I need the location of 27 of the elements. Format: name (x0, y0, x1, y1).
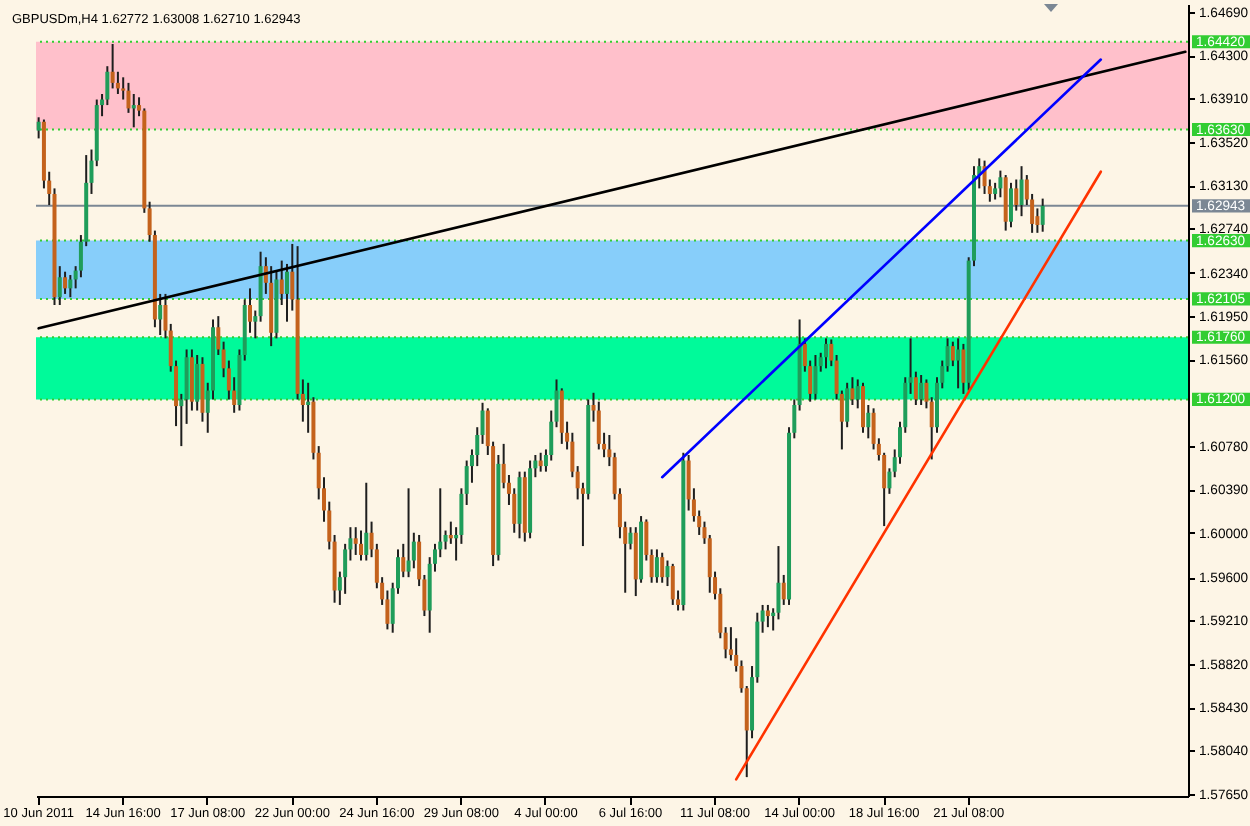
candlestick (961, 342, 966, 395)
candlestick (1040, 197, 1045, 233)
candlestick (813, 354, 818, 401)
candlestick (670, 562, 675, 606)
candlestick (596, 400, 601, 451)
candlestick (364, 481, 369, 562)
candlestick (1019, 165, 1024, 218)
candlestick (919, 374, 924, 406)
candlestick (517, 470, 522, 540)
candlestick (131, 92, 136, 129)
candlestick (998, 169, 1003, 199)
candlestick (824, 337, 829, 370)
candlestick (110, 42, 115, 90)
candlestick (353, 526, 358, 556)
candlestick (538, 451, 543, 473)
candlestick (406, 487, 411, 579)
candlestick (68, 274, 73, 299)
candlestick (1008, 181, 1013, 229)
candlestick (57, 265, 62, 307)
candlestick (765, 603, 770, 629)
candlestick (654, 548, 659, 584)
candlestick (559, 387, 564, 445)
candlestick (861, 381, 866, 434)
candlestick (1003, 174, 1008, 232)
candlestick (956, 337, 961, 390)
candlestick (665, 559, 670, 588)
candlestick (660, 551, 665, 584)
